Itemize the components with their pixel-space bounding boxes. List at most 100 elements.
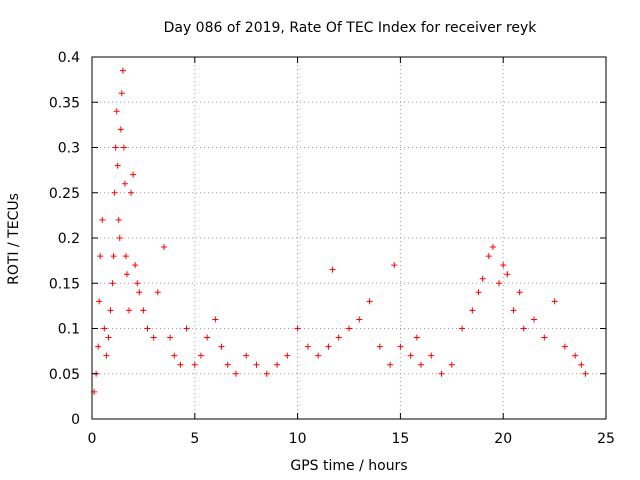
data-point	[126, 307, 133, 314]
data-point	[232, 370, 239, 377]
data-point	[112, 144, 119, 151]
chart-title: Day 086 of 2019, Rate Of TEC Index for r…	[164, 20, 538, 36]
data-point	[121, 180, 128, 187]
data-point	[101, 325, 108, 332]
y-tick-label: 0.3	[58, 141, 80, 157]
data-point	[114, 162, 121, 169]
data-point	[130, 171, 137, 178]
data-point	[204, 334, 211, 341]
data-point	[489, 244, 496, 251]
data-point	[407, 352, 414, 359]
data-point	[109, 280, 116, 287]
data-point	[356, 316, 363, 323]
data-point	[448, 361, 455, 368]
data-point	[123, 271, 130, 278]
data-point	[500, 262, 507, 269]
data-point	[551, 298, 558, 305]
data-point	[475, 289, 482, 296]
data-point	[128, 189, 135, 196]
y-tick-label: 0.2	[58, 231, 80, 247]
data-point	[154, 289, 161, 296]
data-point	[110, 253, 117, 260]
data-point	[177, 361, 184, 368]
data-point	[117, 126, 124, 133]
data-point	[413, 334, 420, 341]
data-point	[136, 289, 143, 296]
data-point	[107, 307, 114, 314]
data-point	[167, 334, 174, 341]
data-point	[103, 352, 110, 359]
data-point	[329, 266, 336, 273]
data-point	[294, 325, 301, 332]
data-point	[335, 334, 342, 341]
data-points	[91, 67, 589, 395]
data-point	[572, 352, 579, 359]
y-tick-label: 0.1	[58, 322, 80, 338]
y-tick-label: 0.05	[49, 367, 80, 383]
data-point	[428, 352, 435, 359]
data-point	[376, 343, 383, 350]
data-point	[95, 343, 102, 350]
data-point	[119, 67, 126, 74]
data-point	[183, 325, 190, 332]
y-axis-label: ROTI / TECUs	[6, 193, 22, 285]
x-tick-label: 20	[494, 431, 512, 447]
y-tick-label: 0	[71, 412, 80, 428]
data-point	[263, 370, 270, 377]
data-point	[304, 343, 311, 350]
data-point	[531, 316, 538, 323]
axes: 0 5 10 15 20 25 0 0.05 0.1 0.15 0.2 0.25 0.3 0.35 0.4	[49, 50, 615, 447]
data-point	[391, 262, 398, 269]
data-point	[134, 280, 141, 287]
y-tick-label: 0.4	[58, 50, 80, 66]
data-point	[150, 334, 157, 341]
y-tick-label: 0.35	[49, 95, 80, 111]
data-point	[120, 144, 127, 151]
data-point	[160, 244, 167, 251]
data-point	[116, 235, 123, 241]
data-point	[397, 343, 404, 350]
data-point	[504, 271, 511, 278]
data-point	[516, 289, 523, 296]
data-point	[96, 298, 103, 305]
x-tick-label: 10	[289, 431, 307, 447]
data-point	[113, 108, 120, 115]
data-point	[485, 253, 492, 260]
grid	[92, 57, 606, 419]
data-point	[97, 253, 104, 260]
data-point	[520, 325, 527, 332]
data-point	[366, 298, 373, 305]
data-point	[197, 352, 204, 359]
data-point	[118, 90, 125, 97]
data-point	[144, 325, 151, 332]
data-point	[99, 216, 106, 223]
data-point	[274, 361, 281, 368]
data-point	[459, 325, 466, 332]
x-tick-label: 15	[391, 431, 409, 447]
data-point	[346, 325, 352, 332]
data-point	[140, 307, 147, 314]
data-point	[541, 334, 548, 341]
data-point	[111, 189, 118, 196]
x-tick-label: 25	[597, 431, 615, 447]
data-point	[510, 307, 517, 314]
data-point	[387, 361, 394, 368]
data-point	[315, 352, 322, 359]
y-tick-label: 0.25	[49, 186, 80, 202]
data-point	[218, 343, 225, 350]
data-point	[284, 352, 291, 359]
x-tick-label: 0	[88, 431, 97, 447]
data-point	[243, 352, 250, 359]
data-point	[582, 370, 589, 377]
x-tick-label: 5	[190, 431, 199, 447]
y-tick-label: 0.15	[49, 276, 80, 292]
data-point	[578, 361, 585, 368]
data-point	[438, 370, 445, 377]
data-point	[253, 361, 260, 368]
data-point	[224, 361, 231, 368]
data-point	[105, 334, 112, 341]
data-point	[469, 307, 476, 314]
data-point	[479, 275, 486, 282]
data-point	[496, 280, 503, 287]
